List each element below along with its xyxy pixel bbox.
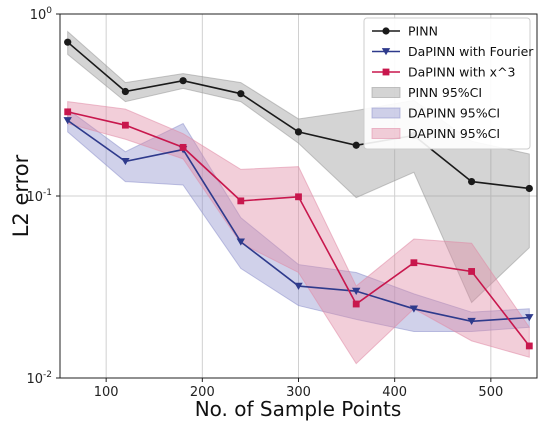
series-0-point-2 (179, 77, 187, 85)
series-2-point-1 (121, 121, 129, 129)
x-tick-label-500: 500 (478, 385, 503, 400)
axis-ticks: 100 200 300 400 500 10-2 10-1 100 (26, 6, 503, 400)
series-0-point-7 (468, 177, 476, 186)
x-axis-title: No. of Sample Points (195, 397, 402, 421)
legend-swatch-band-2 (371, 128, 401, 139)
series-2-point-5 (352, 300, 360, 308)
legend-swatch-band-1 (371, 107, 401, 119)
series-1-point-7 (467, 317, 476, 326)
series-0-point-1 (121, 87, 129, 96)
series-2-point-0 (64, 108, 72, 116)
legend-label-series-1: DaPINN with Fourier (408, 44, 534, 59)
series-2-point-7 (468, 268, 476, 275)
series-1-point-6 (409, 305, 419, 313)
y-axis-title: L2 error (9, 154, 33, 237)
series-0-point-3 (237, 90, 245, 98)
legend-label-band-1: DAPINN 95%CI (408, 106, 500, 121)
y-tick-label-0: 10-2 (26, 370, 52, 387)
series-1-point-4 (294, 282, 303, 290)
x-tick-label-300: 300 (286, 385, 311, 400)
series-1-point-3 (236, 238, 245, 246)
legend-box (363, 17, 531, 150)
legend: PINN DaPINN with Fourier DaPINN with x^3 PI… (363, 17, 534, 150)
series-2-point-2 (179, 143, 187, 151)
ci-band-0 (67, 30, 530, 304)
series-1-point-0 (63, 117, 72, 125)
ci-band-2 (67, 101, 530, 365)
series-2-point-6 (410, 259, 418, 267)
series-1-point-8 (525, 314, 534, 322)
legend-swatch-band-0 (371, 87, 401, 98)
x-tick-label-200: 200 (190, 385, 215, 400)
legend-label-band-2: DAPINN 95%CI (408, 126, 500, 141)
series-0-point-4 (294, 128, 303, 136)
y-tick-label-1: 10-1 (26, 188, 52, 205)
x-tick-label-400: 400 (382, 385, 407, 400)
series-0-point-5 (352, 141, 360, 149)
legend-marker-1 (381, 48, 391, 56)
series-1-point-1 (121, 157, 130, 166)
y-tick-label-2: 100 (30, 6, 53, 23)
legend-label-series-2: DaPINN with x^3 (408, 65, 516, 80)
series-2-point-4 (295, 193, 302, 201)
legend-marker-2 (382, 68, 390, 76)
legend-label-series-0: PINN (408, 24, 438, 39)
series-2-point-3 (237, 197, 245, 205)
series-0-point-0 (64, 38, 72, 46)
x-tick-label-100: 100 (94, 385, 119, 400)
series-0-point-8 (525, 184, 533, 193)
confidence-bands (67, 30, 530, 365)
series-2-point-8 (525, 342, 533, 350)
legend-marker-0 (382, 27, 390, 35)
legend-label-band-0: PINN 95%CI (408, 85, 482, 100)
series-1-point-5 (352, 287, 361, 295)
